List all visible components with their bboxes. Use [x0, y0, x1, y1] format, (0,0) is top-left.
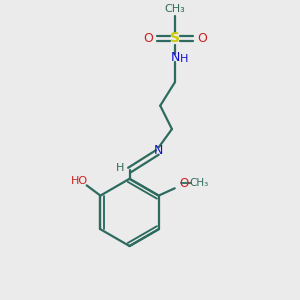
Text: N: N — [171, 51, 180, 64]
Text: O: O — [197, 32, 207, 45]
Text: H: H — [116, 163, 124, 173]
Text: CH₃: CH₃ — [164, 4, 185, 14]
Text: CH₃: CH₃ — [189, 178, 208, 188]
Text: O: O — [180, 177, 189, 190]
Text: O: O — [143, 32, 153, 45]
Text: N: N — [154, 144, 164, 157]
Text: H: H — [180, 55, 188, 64]
Text: S: S — [170, 32, 180, 45]
Text: HO: HO — [71, 176, 88, 186]
